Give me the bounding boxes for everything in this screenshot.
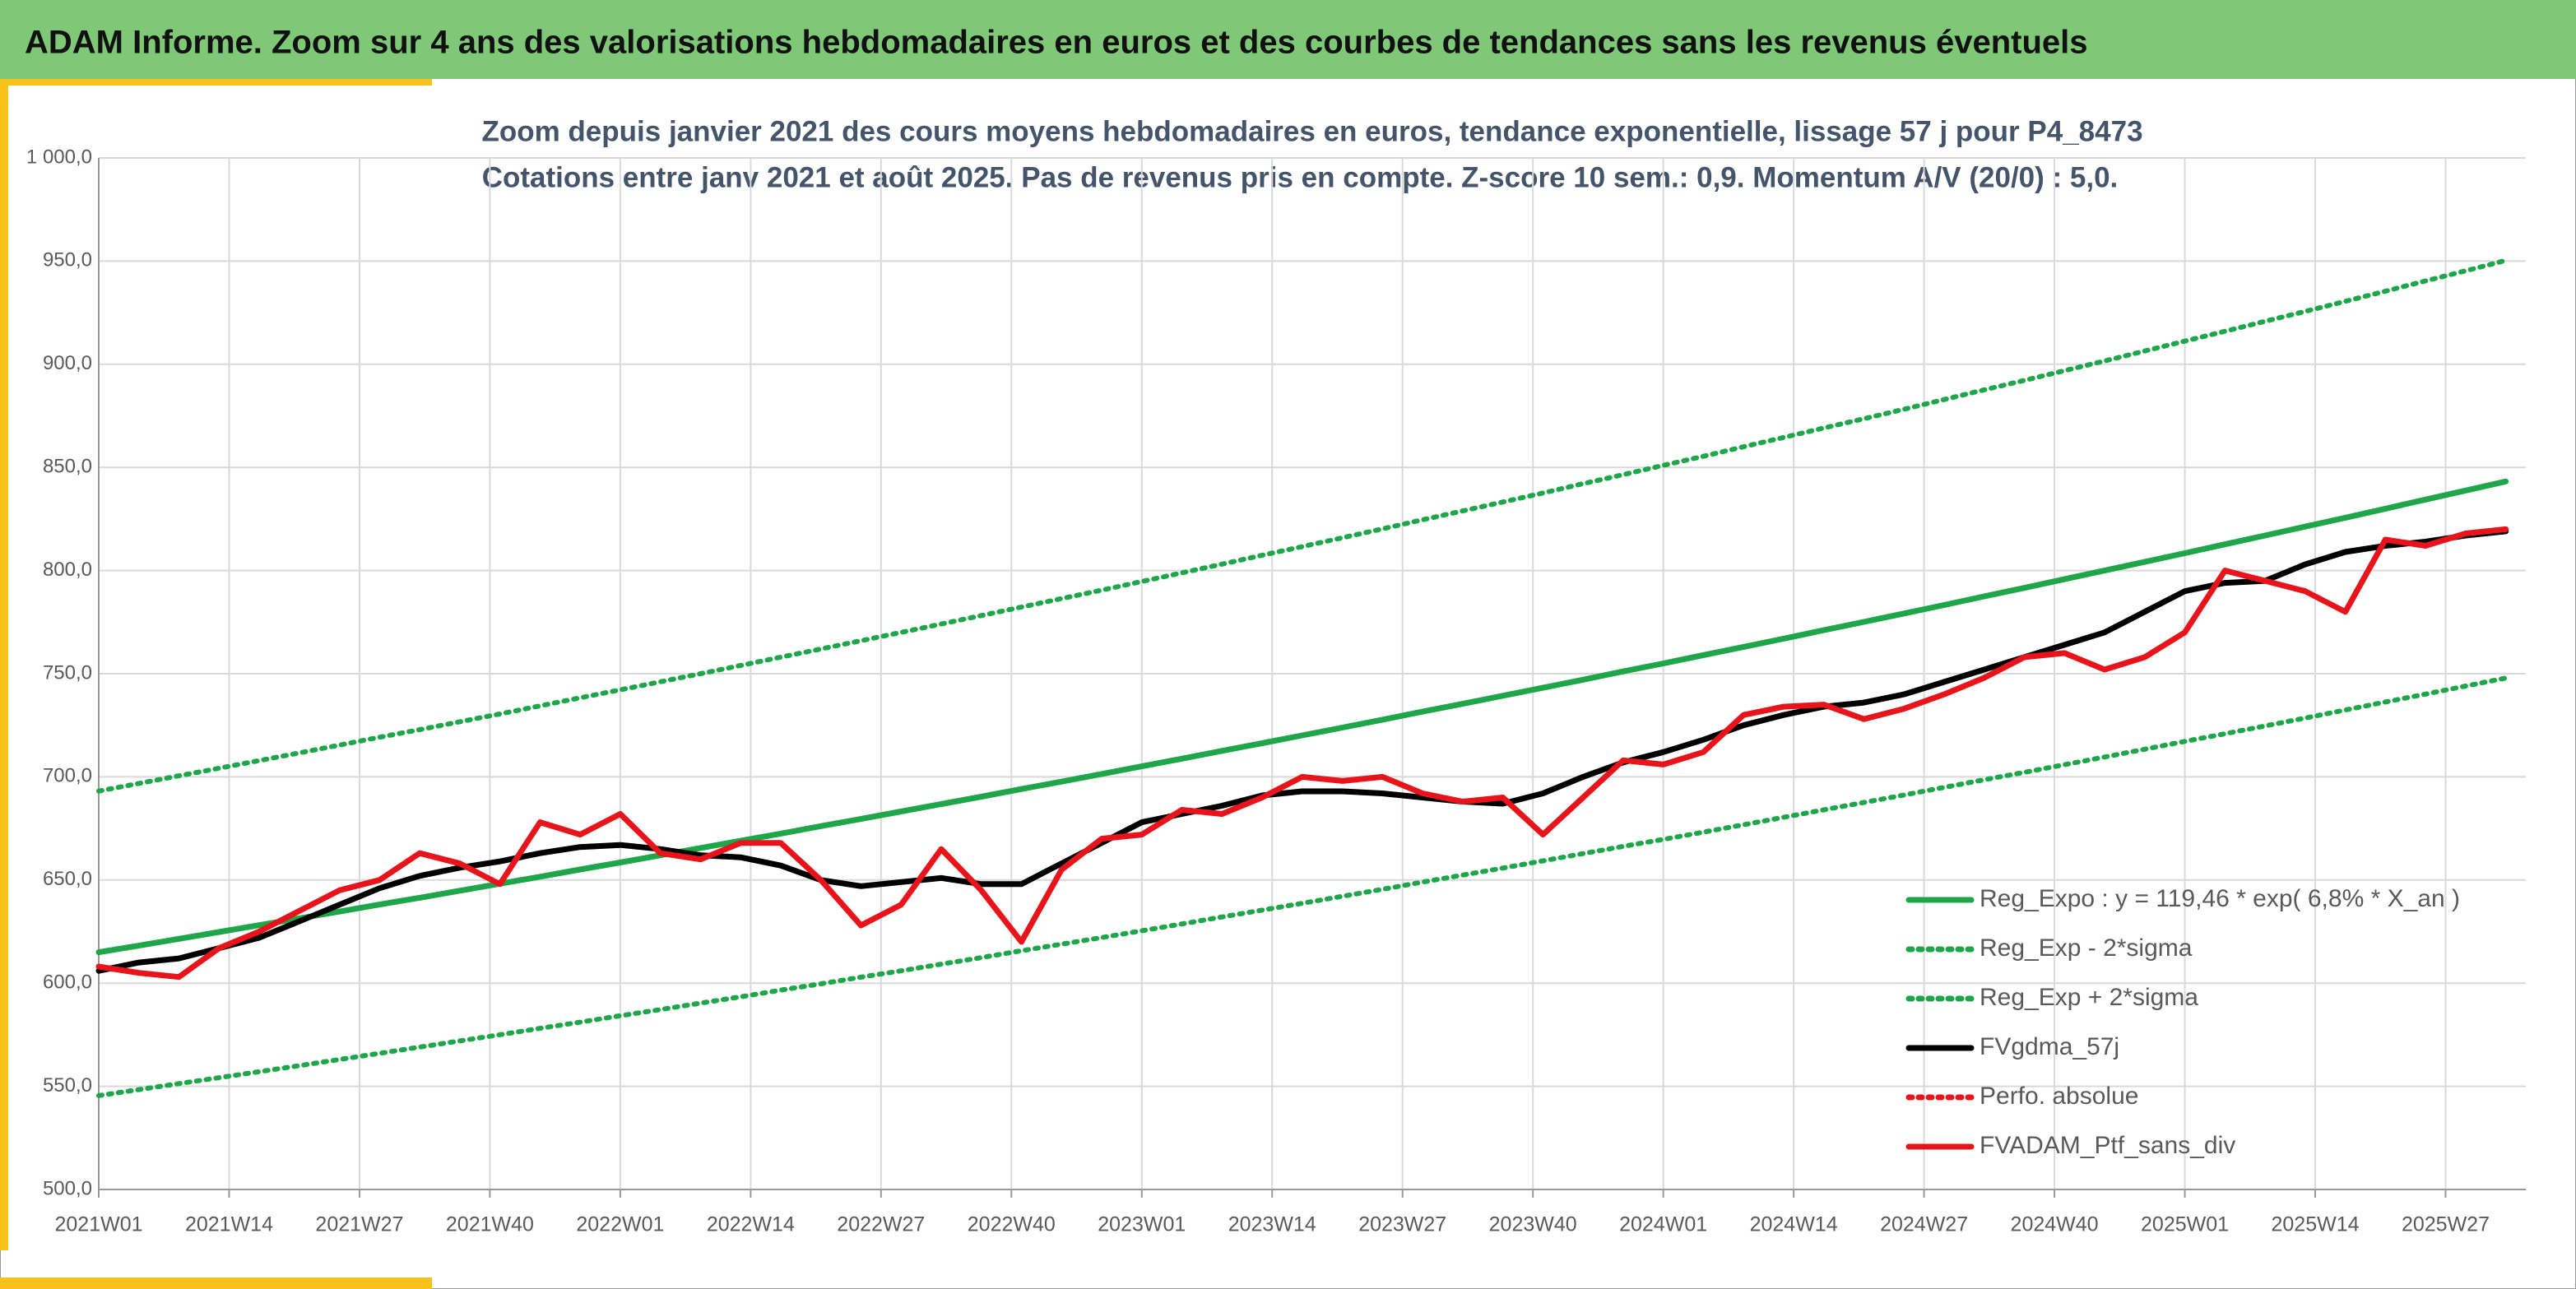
plot: [95, 257, 2509, 1098]
x-tick-label: 2023W14: [1228, 1213, 1316, 1236]
legend: Reg_Expo : y = 119,46 * exp( 6,8% * X_an…: [1905, 885, 2460, 1159]
series-line: [96, 675, 2509, 1098]
y-tick-label: 700,0: [43, 765, 92, 787]
x-tick-label: 2023W40: [1489, 1213, 1577, 1236]
series-line: [95, 526, 2509, 981]
chart-title: Zoom depuis janvier 2021 des cours moyen…: [481, 115, 2142, 147]
grid: 500,0 550,0 600,0 650,0 700,0 750,0 800,0 850,0…: [26, 146, 2526, 1236]
y-tick-label: 950,0: [43, 249, 92, 271]
x-tick-label: 2022W14: [707, 1213, 795, 1236]
legend-label: FVgdma_57j: [1980, 1033, 2119, 1060]
accent-top: [0, 79, 432, 86]
x-tick-label: 2024W14: [1750, 1213, 1838, 1236]
legend-label: Perfo. absolue: [1980, 1083, 2138, 1110]
y-tick-label: 850,0: [43, 456, 92, 478]
x-tick-label: 2025W27: [2402, 1213, 2490, 1236]
x-tick-label: 2023W27: [1358, 1213, 1446, 1236]
x-tick-label: 2023W01: [1098, 1213, 1186, 1236]
legend-label: Reg_Exp + 2*sigma: [1980, 984, 2198, 1011]
y-tick-label: 500,0: [43, 1177, 92, 1199]
x-tick-label: 2021W01: [54, 1213, 142, 1236]
legend-label: Reg_Expo : y = 119,46 * exp( 6,8% * X_an…: [1980, 885, 2460, 912]
y-tick-label: 750,0: [43, 661, 92, 684]
series-line: [95, 528, 2509, 974]
x-tick-label: 2021W14: [185, 1213, 273, 1236]
header-band: [0, 0, 2576, 79]
legend-label: Reg_Exp - 2*sigma: [1980, 934, 2193, 962]
x-tick-label: 2024W01: [1619, 1213, 1707, 1236]
x-tick-label: 2025W01: [2141, 1213, 2229, 1236]
y-tick-label: 550,0: [43, 1074, 92, 1097]
x-tick-label: 2021W40: [446, 1213, 534, 1236]
y-tick-label: 1 000,0: [26, 146, 92, 168]
accent-bottom: [0, 1277, 432, 1289]
chart-subtitle: Cotations entre janv 2021 et août 2025. …: [482, 161, 2119, 193]
x-tick-label: 2024W40: [2011, 1213, 2099, 1236]
y-tick-label: 600,0: [43, 971, 92, 994]
x-tick-label: 2024W27: [1880, 1213, 1968, 1236]
y-tick-label: 650,0: [43, 868, 92, 890]
header-title: ADAM Informe. Zoom sur 4 ans des valoris…: [25, 25, 2088, 61]
y-tick-label: 800,0: [43, 559, 92, 581]
x-tick-label: 2022W01: [576, 1213, 664, 1236]
x-tick-label: 2022W27: [837, 1213, 925, 1236]
x-tick-label: 2021W27: [315, 1213, 403, 1236]
y-tick-label: 900,0: [43, 352, 92, 374]
x-tick-label: 2025W14: [2271, 1213, 2359, 1236]
x-tick-label: 2022W40: [968, 1213, 1056, 1236]
legend-label: FVADAM_Ptf_sans_div: [1980, 1132, 2235, 1159]
accent-left: [0, 82, 8, 1250]
series-line: [96, 257, 2509, 794]
